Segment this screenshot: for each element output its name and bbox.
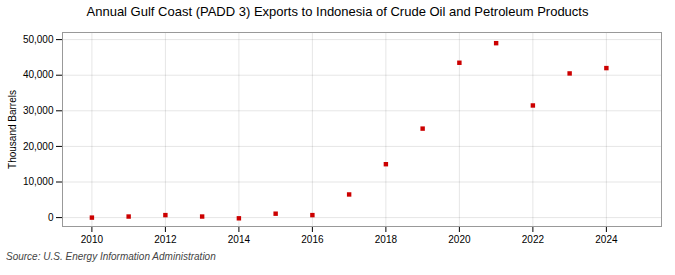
svg-text:2020: 2020 (448, 234, 471, 245)
svg-text:2012: 2012 (154, 234, 177, 245)
svg-text:2010: 2010 (81, 234, 104, 245)
svg-text:40,000: 40,000 (23, 69, 54, 80)
svg-text:2016: 2016 (301, 234, 324, 245)
svg-text:2018: 2018 (375, 234, 398, 245)
svg-text:Thousand Barrels: Thousand Barrels (7, 90, 18, 169)
svg-text:10,000: 10,000 (23, 176, 54, 187)
html-text:Annual Gulf Coast (PADD 3) Exp: Annual Gulf Coast (PADD 3) Exports to In… (86, 4, 589, 19)
svg-text:50,000: 50,000 (23, 34, 54, 45)
svg-text:2022: 2022 (522, 234, 545, 245)
svg-text:20,000: 20,000 (23, 141, 54, 152)
svg-text:0: 0 (48, 212, 54, 223)
svg-text:2014: 2014 (228, 234, 251, 245)
html-text:Source: U.S. Energy Informatio: Source: U.S. Energy Information Administ… (6, 251, 216, 262)
svg-text:2024: 2024 (595, 234, 618, 245)
svg-text:30,000: 30,000 (23, 105, 54, 116)
